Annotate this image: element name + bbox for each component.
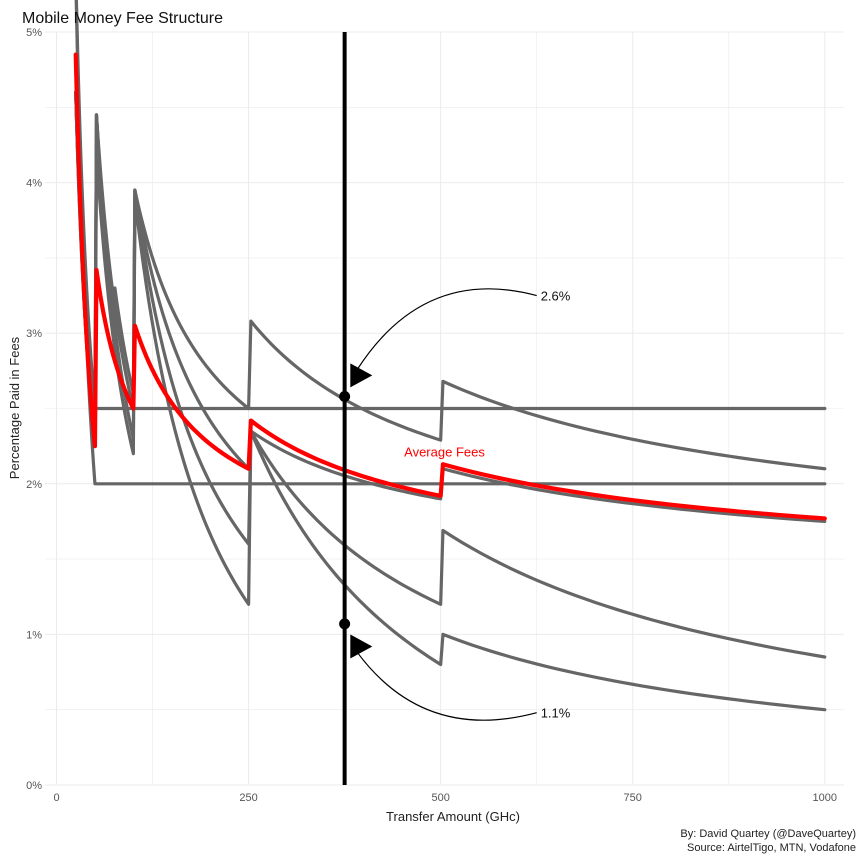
provider-line-1 (74, 0, 827, 486)
provider-line-2 (74, 0, 827, 411)
y-tick-label: 2% (26, 479, 42, 491)
y-axis-label: Percentage Paid in Fees (7, 336, 22, 479)
y-tick-label: 4% (26, 178, 42, 190)
y-tick-label: 5% (26, 27, 42, 39)
callout-arrowhead (350, 634, 373, 659)
x-axis-label: Transfer Amount (GHc) (386, 809, 520, 824)
y-tick-label: 3% (26, 328, 42, 340)
reference-point (339, 618, 351, 630)
chart-title: Mobile Money Fee Structure (22, 10, 223, 27)
x-tick-label: 500 (431, 792, 449, 804)
caption-author: By: David Quartey (@DaveQuartey) (680, 828, 856, 840)
average-series (73, 52, 827, 521)
x-tick-label: 250 (239, 792, 257, 804)
reference-point (339, 390, 351, 402)
x-tick-label: 0 (53, 792, 59, 804)
y-tick-label: 0% (26, 780, 42, 792)
provider-line-5 (74, 90, 827, 659)
provider-line-3 (74, 90, 827, 712)
x-tick-label: 1000 (813, 792, 837, 804)
y-tick-label: 1% (26, 629, 42, 641)
average-fees-line (73, 52, 827, 521)
callout-arrow (356, 652, 537, 721)
reference-layer (339, 32, 351, 785)
average-fees-label: Average Fees (404, 445, 485, 460)
annotations: 2.6% 1.1% Average Fees (350, 288, 571, 721)
callout-arrowhead (350, 363, 373, 388)
x-tick-label: 750 (624, 792, 642, 804)
caption-source: Source: AirtelTigo, MTN, Vodafone (687, 842, 856, 854)
callout-arrow (356, 288, 537, 370)
provider-series (74, 0, 827, 712)
callout-label-high: 2.6% (541, 289, 571, 304)
callout-label-low: 1.1% (541, 706, 571, 721)
provider-line-4 (74, 90, 827, 471)
tick-labels: 0 250 500 750 1000 0% 1% 2% 3% 4% 5% (26, 27, 837, 804)
